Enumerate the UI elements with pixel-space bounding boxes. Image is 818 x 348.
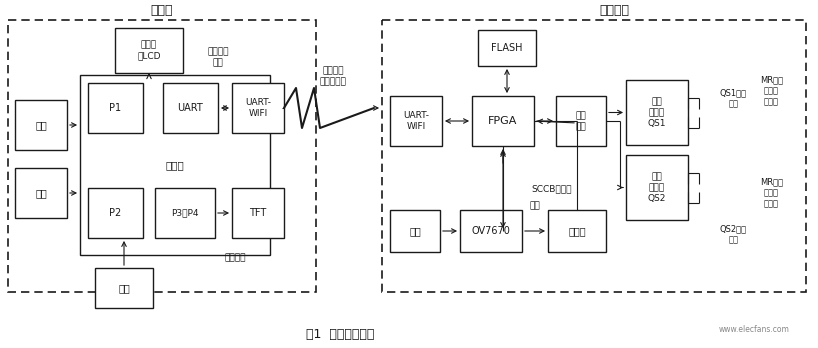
Text: 档位显
示LCD: 档位显 示LCD [137, 40, 161, 61]
Bar [556, 96, 606, 146]
Text: P2: P2 [110, 208, 122, 218]
Bar [232, 83, 284, 133]
Bar [390, 96, 442, 146]
Bar [80, 75, 270, 255]
Text: QS1常开
接点: QS1常开 接点 [720, 88, 747, 108]
Text: UART-
WIFI: UART- WIFI [245, 98, 271, 118]
Bar [115, 28, 183, 73]
Text: 升档
继电器
QS1: 升档 继电器 QS1 [648, 97, 666, 128]
Bar [232, 188, 284, 238]
Bar [472, 96, 534, 146]
Text: 并口: 并口 [529, 201, 541, 211]
Bar [626, 155, 688, 220]
Bar [163, 83, 218, 133]
Bar [478, 30, 536, 66]
Text: QS2常开
接点: QS2常开 接点 [720, 224, 747, 244]
Text: 调档脉冲
数据: 调档脉冲 数据 [207, 47, 229, 67]
Text: FPGA: FPGA [488, 116, 518, 126]
Bar [8, 20, 316, 292]
Text: MR档位
升继电
器常开: MR档位 升继电 器常开 [760, 75, 783, 106]
Text: MR档位
降继电
器常开: MR档位 降继电 器常开 [760, 177, 783, 208]
Bar [95, 268, 153, 308]
Text: 电源: 电源 [35, 120, 47, 130]
Text: 控制显示: 控制显示 [224, 253, 245, 262]
Text: 单片机: 单片机 [165, 160, 184, 170]
Text: 降档
继电器
QS2: 降档 继电器 QS2 [648, 172, 666, 203]
Bar [382, 20, 806, 292]
Bar [15, 100, 67, 150]
Text: 摄像头: 摄像头 [569, 226, 586, 236]
Text: FLASH: FLASH [492, 43, 523, 53]
Text: 控制箱: 控制箱 [151, 3, 173, 16]
Text: P3、P4: P3、P4 [171, 208, 199, 218]
Text: SCCB、并口: SCCB、并口 [531, 184, 572, 193]
Text: TFT: TFT [249, 208, 267, 218]
Text: 调档机构: 调档机构 [599, 3, 629, 16]
Text: 驱动
电路: 驱动 电路 [576, 111, 587, 131]
Text: 电源: 电源 [409, 226, 421, 236]
Bar [548, 210, 606, 252]
Text: 调档脉冲
及图像数据: 调档脉冲 及图像数据 [320, 66, 347, 86]
Text: OV7670: OV7670 [471, 226, 510, 236]
Bar [15, 168, 67, 218]
Text: 晶振: 晶振 [35, 188, 47, 198]
Bar [626, 80, 688, 145]
Text: UART: UART [178, 103, 204, 113]
Bar [155, 188, 215, 238]
Bar [390, 210, 440, 252]
Text: www.elecfans.com: www.elecfans.com [719, 325, 790, 334]
Text: UART-
WIFI: UART- WIFI [403, 111, 429, 131]
Text: P1: P1 [110, 103, 122, 113]
Text: 图1  装置硬件结构: 图1 装置硬件结构 [306, 329, 374, 341]
Bar [88, 83, 143, 133]
Text: 键盘: 键盘 [118, 283, 130, 293]
Bar [460, 210, 522, 252]
Bar [88, 188, 143, 238]
